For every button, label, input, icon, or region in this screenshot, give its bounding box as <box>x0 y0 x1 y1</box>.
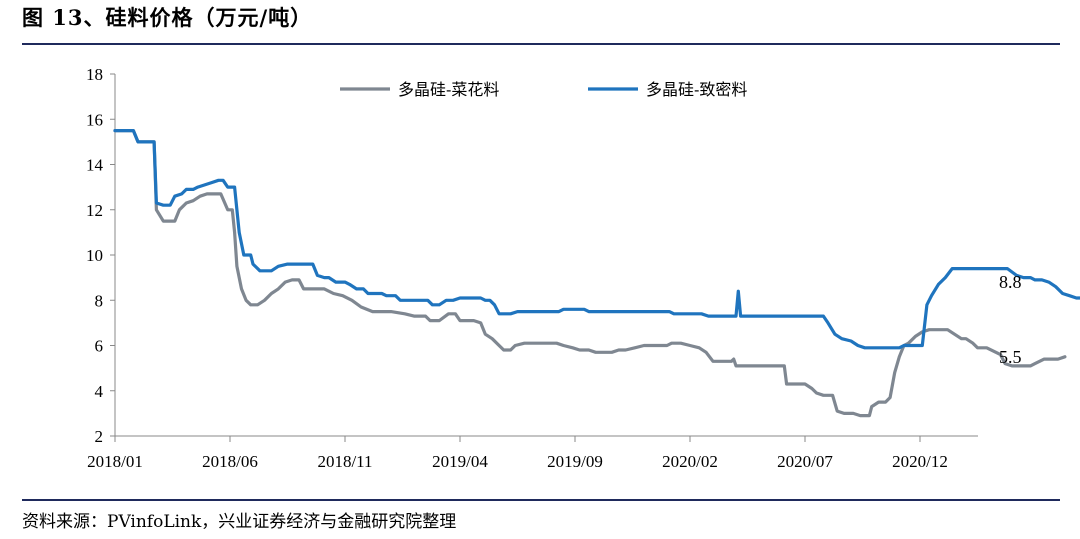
chart-axes: 2 4 6 8 10 12 14 16 18 2018/01 2018/06 2018/11 2019/… <box>86 65 978 471</box>
y-tick-label: 12 <box>86 201 103 220</box>
y-tick-label: 4 <box>95 382 104 401</box>
x-tick-label: 2020/12 <box>892 452 948 471</box>
end-labels: 5.5 8.8 <box>999 272 1022 367</box>
chart-legend: 多晶硅-菜花料 多晶硅-致密料 <box>340 80 747 99</box>
title-rule <box>22 43 1060 45</box>
x-tick-label: 2020/07 <box>777 452 833 471</box>
source-rule <box>22 499 1060 501</box>
end-value-label-1: 8.8 <box>999 272 1022 292</box>
y-tick-label: 18 <box>86 65 103 84</box>
y-tick-label: 16 <box>86 110 103 129</box>
series-line-0 <box>113 129 1067 418</box>
x-tick-label: 2019/04 <box>432 452 488 471</box>
x-tick-label: 2019/09 <box>547 452 603 471</box>
x-tick-label: 2018/11 <box>317 452 372 471</box>
legend-label-1: 多晶硅-致密料 <box>646 80 747 99</box>
legend-label-0: 多晶硅-菜花料 <box>398 80 499 99</box>
x-tick-label: 2018/06 <box>202 452 258 471</box>
y-tick-label: 2 <box>95 427 104 446</box>
y-tick-label: 14 <box>86 156 104 175</box>
x-tick-label: 2018/01 <box>87 452 143 471</box>
y-tick-label: 10 <box>86 246 103 265</box>
source-note: 资料来源：PVinfoLink，兴业证券经济与金融研究院整理 <box>22 512 457 532</box>
series-line-1 <box>113 129 1080 350</box>
y-tick-label: 8 <box>95 291 104 310</box>
end-value-label-0: 5.5 <box>999 347 1022 367</box>
x-tick-label: 2020/02 <box>662 452 718 471</box>
figure-title: 图 13、硅料价格（万元/吨） <box>22 5 313 30</box>
y-tick-label: 6 <box>95 337 104 356</box>
series-layer <box>113 129 1080 418</box>
